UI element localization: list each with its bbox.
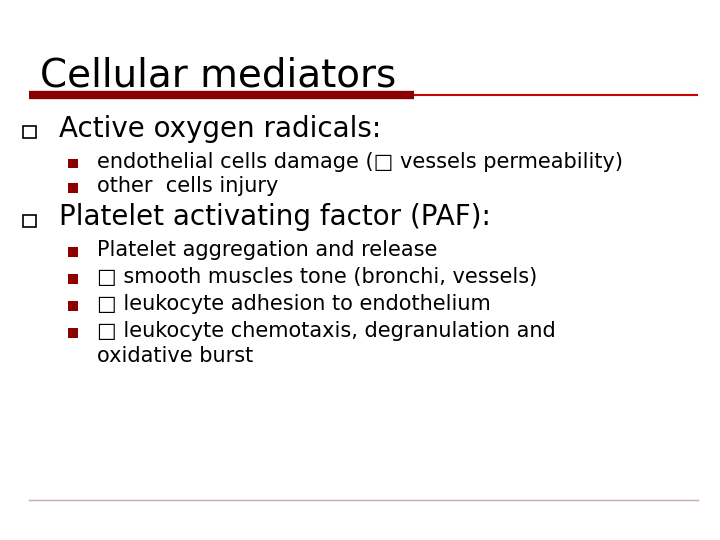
Text: other  cells injury: other cells injury bbox=[97, 176, 279, 197]
Text: Platelet activating factor (PAF):: Platelet activating factor (PAF): bbox=[59, 203, 491, 231]
Text: Platelet aggregation and release: Platelet aggregation and release bbox=[97, 240, 438, 260]
Bar bbox=[68, 328, 78, 338]
Bar bbox=[68, 247, 78, 256]
Bar bbox=[68, 274, 78, 284]
Bar bbox=[68, 183, 78, 193]
Bar bbox=[23, 126, 36, 138]
Bar bbox=[68, 159, 78, 168]
Bar bbox=[68, 301, 78, 310]
Text: □ smooth muscles tone (bronchi, vessels): □ smooth muscles tone (bronchi, vessels) bbox=[97, 267, 537, 287]
Text: Cellular mediators: Cellular mediators bbox=[40, 57, 396, 94]
Bar bbox=[23, 215, 36, 227]
Text: Active oxygen radicals:: Active oxygen radicals: bbox=[59, 114, 382, 143]
Text: oxidative burst: oxidative burst bbox=[97, 346, 253, 367]
Text: □ leukocyte adhesion to endothelium: □ leukocyte adhesion to endothelium bbox=[97, 294, 491, 314]
Text: □ leukocyte chemotaxis, degranulation and: □ leukocyte chemotaxis, degranulation an… bbox=[97, 321, 556, 341]
Text: endothelial cells damage (□ vessels permeability): endothelial cells damage (□ vessels perm… bbox=[97, 152, 624, 172]
